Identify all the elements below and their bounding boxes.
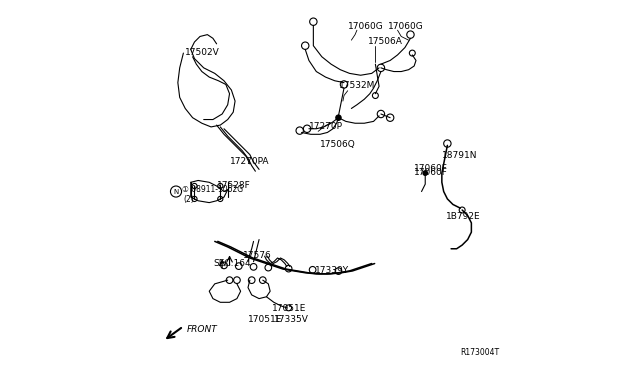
Text: 17270PA: 17270PA (230, 157, 269, 166)
Text: 17060G: 17060G (388, 22, 424, 31)
Text: 17051E: 17051E (272, 304, 307, 312)
Text: 17576: 17576 (243, 251, 271, 260)
Text: R173004T: R173004T (460, 347, 499, 357)
Text: 17532M: 17532M (339, 81, 375, 90)
Text: 17506A: 17506A (368, 37, 403, 46)
Text: 17060F: 17060F (414, 164, 448, 173)
Text: 17339Y: 17339Y (314, 266, 349, 275)
Text: 18791N: 18791N (442, 151, 477, 160)
Text: (2): (2) (184, 195, 194, 204)
Text: 1B792E: 1B792E (445, 212, 480, 221)
Text: N: N (173, 189, 179, 195)
Text: 17335V: 17335V (274, 315, 308, 324)
Text: 17502V: 17502V (185, 48, 220, 57)
Text: 17060G: 17060G (348, 22, 383, 31)
Circle shape (423, 171, 428, 175)
Text: 17528F: 17528F (216, 181, 250, 190)
Text: FRONT: FRONT (187, 325, 218, 334)
Text: 17060F: 17060F (414, 168, 448, 177)
Text: ① 08911-1062G: ① 08911-1062G (182, 185, 243, 194)
Text: 17051E: 17051E (248, 315, 282, 324)
Text: 17270P: 17270P (309, 122, 343, 131)
Text: 17506Q: 17506Q (320, 140, 356, 149)
Text: SEC.164: SEC.164 (213, 259, 250, 268)
Circle shape (336, 115, 341, 120)
